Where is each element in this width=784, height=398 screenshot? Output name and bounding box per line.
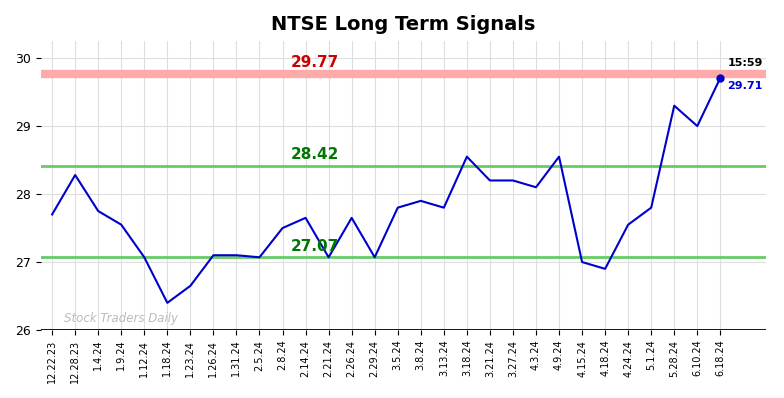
- Text: Stock Traders Daily: Stock Traders Daily: [64, 312, 178, 325]
- Text: 15:59: 15:59: [728, 58, 763, 68]
- Title: NTSE Long Term Signals: NTSE Long Term Signals: [271, 15, 535, 34]
- Text: 29.71: 29.71: [728, 81, 763, 91]
- Text: 28.42: 28.42: [291, 147, 339, 162]
- Text: 27.07: 27.07: [291, 239, 339, 254]
- Text: 29.77: 29.77: [291, 55, 339, 70]
